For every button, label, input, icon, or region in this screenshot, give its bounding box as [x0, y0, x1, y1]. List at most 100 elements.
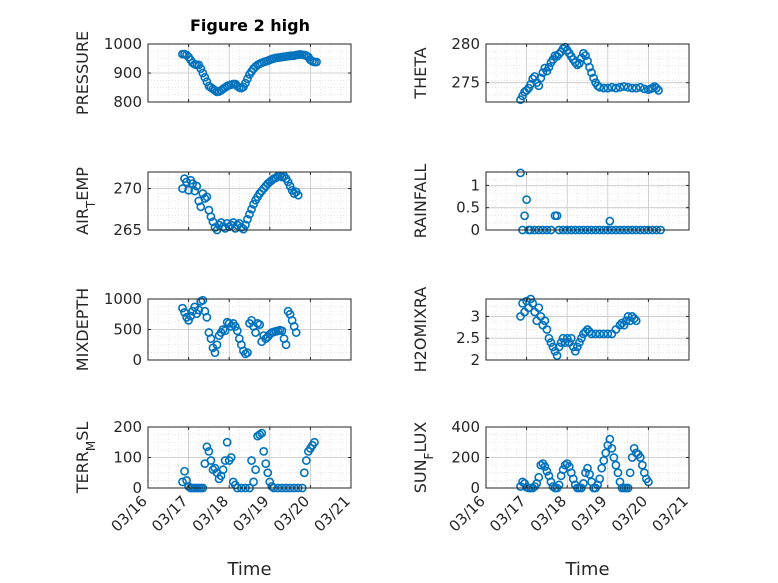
data-point — [627, 83, 637, 93]
data-point — [652, 83, 661, 93]
data-point — [194, 305, 204, 315]
data-point — [251, 465, 260, 475]
data-point — [281, 340, 291, 350]
data-point — [597, 463, 607, 473]
data-point — [629, 314, 639, 324]
data-point — [184, 482, 193, 491]
data-point — [283, 177, 293, 187]
data-point — [635, 453, 645, 462]
data-point — [603, 83, 613, 93]
data-point — [654, 86, 663, 95]
y-axis-label-main: AIR — [73, 208, 92, 235]
data-point — [220, 326, 230, 336]
data-point — [605, 434, 615, 444]
data-point — [546, 338, 556, 347]
data-point — [577, 333, 586, 343]
data-point — [249, 199, 258, 209]
data-point — [581, 468, 590, 478]
data-point — [560, 460, 570, 470]
subplot-mixdepth: 0 500 1000 MIXDEPTH — [73, 288, 352, 371]
data-point — [615, 320, 625, 330]
data-point — [611, 460, 621, 470]
subplot-rainfall: 0 0.5 1 RAINFALL — [411, 164, 690, 239]
data-point — [599, 83, 609, 93]
data-point — [255, 430, 265, 440]
data-point — [568, 342, 578, 352]
data-point — [585, 469, 594, 479]
y-axis-label: H2OMIXRA — [411, 287, 430, 373]
data-point — [178, 303, 187, 313]
y-tick-label: 3 — [470, 307, 480, 325]
data-point — [206, 456, 216, 465]
data-point — [534, 303, 544, 313]
data-point — [249, 477, 258, 487]
data-point — [190, 186, 200, 196]
data-point — [621, 316, 631, 326]
data-point — [542, 466, 552, 476]
data-point — [291, 328, 301, 337]
data-point — [609, 453, 619, 462]
data-point — [562, 333, 572, 343]
data-point — [566, 333, 576, 343]
data-point — [605, 216, 615, 226]
data-point — [216, 218, 226, 227]
subplot-theta: 275 280 THETA — [411, 35, 690, 105]
data-point — [603, 329, 613, 339]
data-point — [544, 62, 554, 72]
y-axis-label: MIXDEPTH — [73, 288, 92, 371]
subplot-air_temp: 265 270 AIRTEMP — [73, 167, 352, 239]
data-point — [615, 82, 625, 92]
data-point — [210, 348, 220, 358]
data-point — [198, 295, 208, 305]
y-axis-label-main: TERR — [73, 451, 92, 494]
y-tick-label: 900 — [113, 64, 142, 82]
data-point — [601, 448, 611, 458]
data-point — [581, 51, 590, 60]
data-point — [267, 482, 277, 491]
data-point — [299, 468, 309, 478]
data-point — [552, 211, 562, 221]
y-tick-label: 0 — [132, 351, 142, 369]
data-point — [570, 58, 580, 67]
data-point — [631, 83, 641, 93]
y-axis-label-subscript: T — [84, 200, 98, 209]
axes-box — [485, 43, 690, 103]
data-point — [536, 460, 546, 470]
data-point — [625, 468, 635, 478]
y-axis-label: PRESSURE — [73, 31, 92, 115]
data-point — [554, 480, 564, 490]
data-point — [613, 468, 623, 478]
data-point — [554, 49, 564, 59]
data-point — [574, 338, 584, 347]
data-point — [528, 298, 538, 308]
data-point — [257, 428, 267, 438]
data-point — [526, 79, 536, 89]
data-point — [285, 181, 295, 191]
data-point — [198, 68, 208, 78]
data-point — [540, 462, 550, 472]
data-point — [522, 195, 531, 205]
subplot-pressure: 800 900 1000 PRESSURE — [73, 31, 352, 115]
data-point — [595, 82, 605, 92]
data-point — [180, 308, 189, 317]
y-tick-label: 200 — [113, 418, 142, 436]
data-point — [180, 466, 189, 476]
data-point — [607, 443, 617, 453]
data-point — [572, 342, 582, 352]
data-point — [546, 477, 556, 487]
data-point — [206, 334, 216, 344]
data-point — [210, 463, 220, 473]
data-point — [204, 446, 214, 456]
data-point — [261, 459, 271, 468]
data-point — [595, 329, 605, 339]
y-tick-label: 1000 — [104, 35, 142, 53]
data-point — [518, 477, 527, 487]
data-point — [202, 442, 212, 452]
data-point — [243, 74, 252, 84]
data-point — [277, 326, 287, 336]
data-point — [218, 465, 228, 475]
y-axis-label-subscript: M — [84, 441, 98, 451]
y-tick-label: 1 — [470, 176, 480, 194]
data-point — [548, 482, 558, 491]
